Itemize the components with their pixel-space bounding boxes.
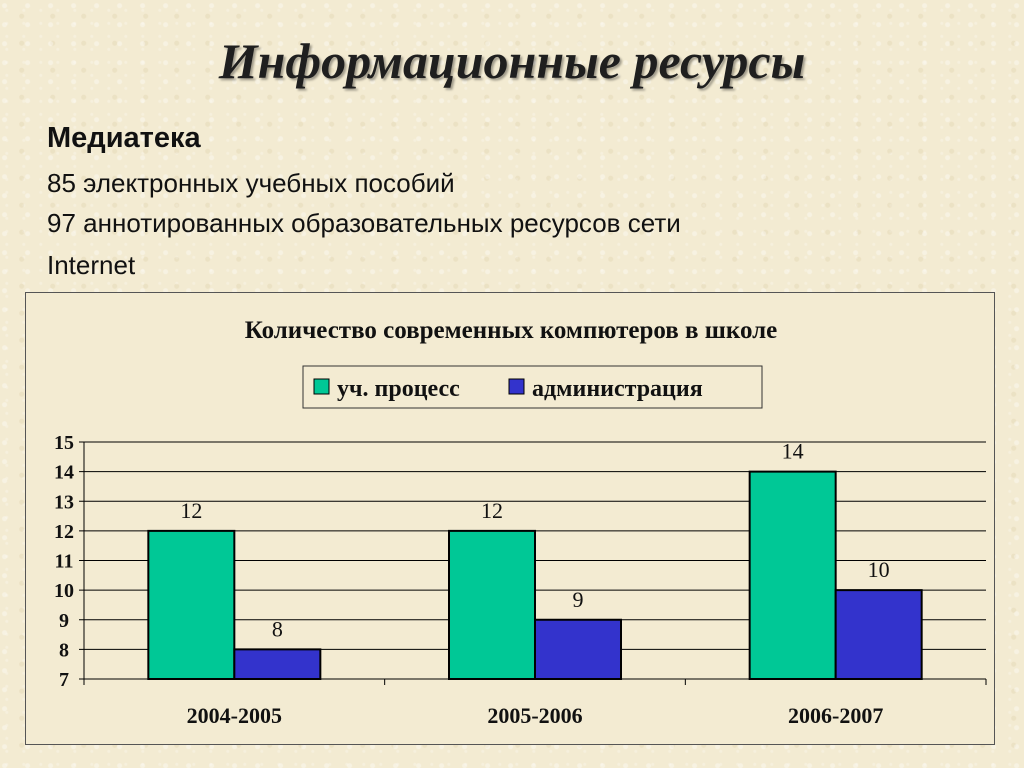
text-line-1: 85 электронных учебных пособий	[47, 168, 455, 198]
y-tick-label: 7	[59, 669, 69, 691]
y-tick-label: 8	[59, 639, 69, 661]
data-label: 9	[573, 587, 584, 612]
legend-swatch-series-1	[313, 378, 330, 395]
data-label: 14	[782, 439, 804, 464]
legend-label-series-2: администрация	[532, 376, 703, 402]
y-tick-label: 12	[54, 521, 74, 543]
x-tick-label: 2006-2007	[788, 703, 883, 728]
text-line-2: 97 аннотированных образовательных ресурс…	[47, 208, 681, 238]
legend-swatch-series-2	[508, 378, 525, 395]
slide-title: Информационные ресурсы	[218, 33, 806, 89]
bar-series-2	[534, 618, 622, 680]
bar-series-1	[748, 470, 837, 680]
plot-area: 7 8 9 10 11 12 13 14 15 12 8 2004-2005 12 9 2005-2006 1…	[54, 432, 987, 728]
data-label: 12	[481, 498, 503, 523]
chart-title: Количество современных компютеров в школ…	[245, 317, 778, 344]
chart-legend: уч. процесс администрация	[302, 365, 763, 409]
y-tick-label: 10	[54, 580, 74, 602]
bar-series-2	[834, 589, 923, 680]
data-label: 10	[868, 557, 890, 582]
x-tick-label: 2004-2005	[187, 703, 282, 728]
data-label: 12	[180, 498, 202, 523]
y-tick-label: 13	[54, 491, 74, 513]
legend-label-series-1: уч. процесс	[337, 376, 460, 402]
bar-series-1	[147, 529, 236, 680]
y-tick-label: 11	[55, 551, 74, 573]
y-tick-label: 14	[54, 462, 74, 484]
bar-series-1	[448, 529, 536, 680]
x-tick-label: 2005-2006	[487, 703, 582, 728]
data-label: 8	[272, 616, 283, 641]
section-heading: Медиатека	[47, 122, 201, 154]
y-tick-label: 15	[54, 432, 74, 454]
text-line-3: Internet	[47, 250, 136, 280]
y-tick-label: 9	[59, 610, 69, 632]
bar-series-2	[233, 648, 322, 680]
